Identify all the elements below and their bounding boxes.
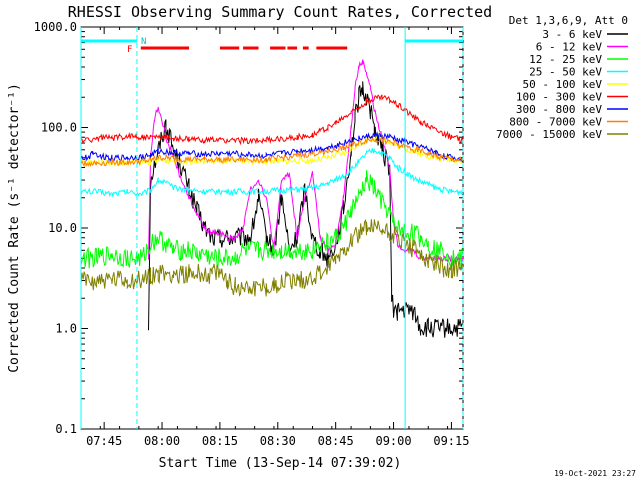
- footer-timestamp: 19-Oct-2021 23:27: [554, 469, 636, 478]
- x-tick-label: 08:45: [318, 434, 354, 448]
- x-tick-label: 09:15: [433, 434, 469, 448]
- y-tick-label: 10.0: [48, 221, 77, 235]
- legend-label: 25 - 50 keV: [529, 66, 602, 79]
- chart-title: RHESSI Observing Summary Count Rates, Co…: [68, 3, 492, 21]
- x-tick-label: 08:15: [202, 434, 238, 448]
- x-axis-label: Start Time (13-Sep-14 07:39:02): [159, 456, 402, 471]
- x-tick-label: 09:00: [375, 434, 411, 448]
- legend-label: 100 - 300 keV: [516, 91, 602, 104]
- legend-label: 7000 - 15000 keV: [496, 128, 602, 141]
- y-tick-label: 1000.0: [34, 20, 77, 34]
- legend-label: 50 - 100 keV: [523, 78, 603, 91]
- legend-label: 300 - 800 keV: [516, 103, 602, 116]
- f-flag-label: F: [127, 45, 132, 55]
- plot-frame: [80, 26, 464, 430]
- plot-area: 1000.0 100.0 10.0 1.0 0.1 07:45 08:00 08:15 08:3…: [34, 20, 470, 448]
- series-line: [81, 148, 463, 198]
- legend-label: 6 - 12 keV: [536, 41, 603, 54]
- y-tick-label: 0.1: [55, 422, 77, 436]
- x-tick-label: 08:00: [144, 434, 180, 448]
- y-tick-label: 1.0: [55, 322, 77, 336]
- n-flag-label: N: [141, 37, 146, 47]
- legend-label: 12 - 25 keV: [529, 53, 602, 66]
- series-line: [81, 94, 463, 146]
- x-tick-label: 07:45: [86, 434, 122, 448]
- x-tick-label: 08:30: [260, 434, 296, 448]
- legend-label: 3 - 6 keV: [542, 28, 602, 41]
- legend-label: 800 - 7000 keV: [509, 116, 602, 129]
- legend-header: Det 1,3,6,9, Att 0: [509, 14, 628, 27]
- y-tick-label: 100.0: [41, 121, 77, 135]
- y-axis-label: Corrected Count Rate (s⁻¹ detector⁻¹): [7, 83, 22, 373]
- series-line: [81, 218, 463, 297]
- series-line: [81, 135, 463, 168]
- series-line: [148, 81, 463, 338]
- series-line: [81, 170, 463, 269]
